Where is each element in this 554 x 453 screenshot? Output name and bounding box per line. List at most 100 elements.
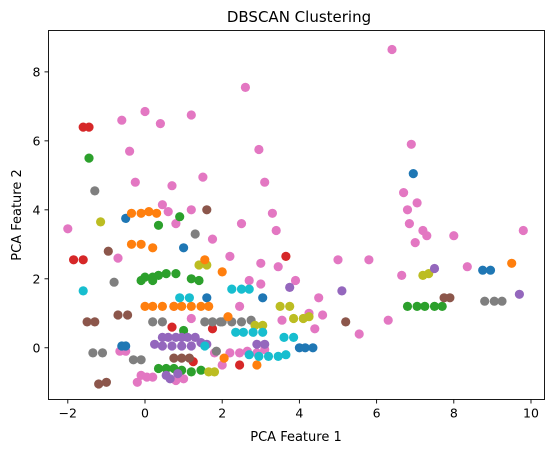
plot-frame xyxy=(48,30,545,400)
data-point-pink xyxy=(310,324,320,334)
data-point-gray xyxy=(480,296,490,306)
data-point-purple xyxy=(285,282,295,292)
data-point-pink xyxy=(271,225,281,236)
data-point-pink xyxy=(402,205,413,215)
data-point-brown xyxy=(169,353,179,363)
data-point-green xyxy=(153,363,164,374)
data-point-blue xyxy=(202,293,212,303)
data-point-pink xyxy=(387,44,397,55)
data-point-orange xyxy=(148,243,158,253)
data-point-red xyxy=(78,255,88,265)
data-point-pink xyxy=(125,146,135,156)
data-point-green xyxy=(420,301,430,311)
data-point-orange xyxy=(223,312,233,322)
data-point-purple xyxy=(514,289,525,299)
x-axis-label: PCA Feature 1 xyxy=(250,430,341,445)
data-point-purple xyxy=(182,332,193,342)
data-point-orange xyxy=(148,301,158,311)
data-point-olive xyxy=(209,367,220,377)
data-point-purple xyxy=(260,339,270,349)
data-point-pink xyxy=(63,224,73,234)
data-point-pink xyxy=(244,275,254,286)
data-point-cyan xyxy=(175,293,185,303)
data-point-gray xyxy=(211,346,221,356)
data-point-pink xyxy=(142,372,152,382)
data-point-gray xyxy=(215,317,225,327)
data-point-cyan xyxy=(244,350,254,360)
data-point-green xyxy=(161,363,171,374)
data-point-orange xyxy=(136,208,146,218)
data-point-orange xyxy=(144,207,154,217)
data-point-pink xyxy=(333,255,343,265)
data-point-pink xyxy=(186,205,196,215)
data-point-gray xyxy=(136,355,146,365)
data-point-green xyxy=(196,365,206,375)
data-point-gray xyxy=(90,186,100,196)
data-point-blue xyxy=(300,343,310,353)
data-point-olive xyxy=(250,320,260,330)
x-tick-label: 8 xyxy=(450,406,458,421)
data-point-olive xyxy=(275,301,285,311)
data-point-cyan xyxy=(273,351,283,361)
data-point-green xyxy=(161,269,171,279)
data-point-brown xyxy=(113,310,123,320)
data-point-gray xyxy=(157,317,167,327)
data-point-pink xyxy=(406,139,416,149)
data-point-orange xyxy=(140,301,150,311)
data-point-gray xyxy=(97,348,108,358)
data-point-pink xyxy=(364,255,374,265)
x-tick-label: 0 xyxy=(141,406,149,421)
data-point-purple xyxy=(167,341,177,351)
data-point-pink xyxy=(422,231,432,241)
data-point-orange xyxy=(196,301,206,311)
data-point-cyan xyxy=(231,327,241,337)
data-point-brown xyxy=(90,317,100,327)
data-point-pink xyxy=(318,310,328,320)
data-point-green xyxy=(179,325,189,336)
data-point-pink xyxy=(207,234,218,244)
data-point-blue xyxy=(258,293,268,303)
data-point-green xyxy=(402,301,413,311)
data-point-orange xyxy=(217,267,227,277)
data-point-olive xyxy=(289,313,299,324)
data-point-red xyxy=(84,122,94,132)
data-point-purple xyxy=(165,374,175,384)
data-point-orange xyxy=(152,208,162,218)
data-point-pink xyxy=(273,262,283,272)
data-point-gray xyxy=(190,229,200,239)
data-point-blue xyxy=(308,343,318,353)
data-point-pink xyxy=(354,329,364,339)
data-point-cyan xyxy=(254,351,264,361)
data-point-orange xyxy=(126,208,137,218)
data-point-cyan xyxy=(263,351,274,361)
data-point-pink xyxy=(236,219,247,229)
data-point-purple xyxy=(157,341,167,351)
data-point-pink xyxy=(260,177,270,187)
data-point-pink xyxy=(130,177,140,187)
data-point-pink xyxy=(383,315,393,325)
data-point-gray xyxy=(88,348,98,358)
data-point-gray xyxy=(489,296,499,306)
data-point-brown xyxy=(445,293,455,303)
data-point-pink xyxy=(397,270,407,280)
data-point-purple xyxy=(429,263,440,274)
data-point-pink xyxy=(140,106,150,117)
data-point-pink xyxy=(410,238,420,248)
data-point-gray xyxy=(200,317,210,327)
data-point-brown xyxy=(103,246,113,256)
data-point-pink xyxy=(290,275,301,286)
data-point-pink xyxy=(235,301,245,311)
data-point-brown xyxy=(94,379,104,389)
data-point-brown xyxy=(177,353,187,363)
data-point-purple xyxy=(186,341,196,351)
data-point-red xyxy=(69,255,79,265)
data-point-cyan xyxy=(258,327,268,337)
data-point-green xyxy=(186,367,196,377)
data-point-blue xyxy=(408,169,418,179)
data-point-gray xyxy=(207,317,218,327)
data-point-brown xyxy=(341,317,351,327)
data-point-gray xyxy=(109,277,119,287)
y-tick-label: 6 xyxy=(33,133,41,148)
data-point-pink xyxy=(186,110,196,120)
